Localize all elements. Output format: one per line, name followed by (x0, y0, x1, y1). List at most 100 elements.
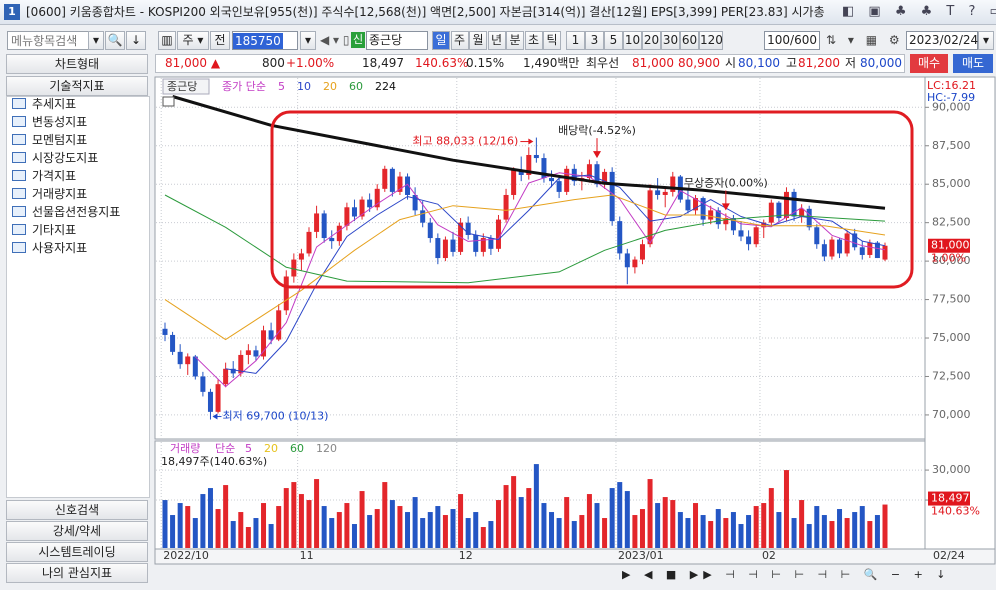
volume-bar (230, 521, 236, 548)
legend-label: 종가 단순 (222, 80, 266, 93)
title-icons[interactable]: ◧ ▣ ♣ ♣ T ? ▭ ▢ ✕ (842, 4, 996, 19)
minute-button[interactable]: 10 (623, 31, 642, 50)
volume-bar (579, 515, 585, 548)
candle-body (791, 191, 797, 217)
interval-button[interactable]: 월 (469, 31, 487, 50)
minute-button[interactable]: 5 (604, 31, 623, 50)
interval-button[interactable]: 일 (432, 31, 450, 50)
minute-button[interactable]: 20 (642, 31, 661, 50)
search-input[interactable]: 메뉴항목검색 (7, 31, 99, 50)
volume-bar (261, 503, 267, 548)
x-tick-label: 12 (459, 549, 473, 562)
table-icon (162, 96, 175, 107)
volume-bar (185, 506, 191, 548)
code-dropdown[interactable]: ▾ (300, 31, 316, 50)
volume-bar (223, 485, 229, 548)
date-dropdown[interactable]: ▾ (978, 31, 994, 50)
quote-price: 81,000 ▲ (165, 54, 220, 72)
indicator-folder[interactable]: 시장강도지표 (12, 149, 98, 167)
period-select[interactable]: 주 ▾ (177, 31, 209, 50)
prev-button[interactable]: 전 (210, 31, 230, 50)
high-annotation: 최고 88,033 (12/16) (412, 135, 518, 148)
volume-bar (382, 482, 388, 548)
volume-bar (662, 497, 668, 548)
candle-body (761, 222, 767, 228)
indicator-folder[interactable]: 변동성지표 (12, 113, 87, 131)
sound-icons[interactable]: ◀ ▾ ▯ (320, 33, 350, 47)
code-input[interactable]: 185750 (232, 31, 298, 50)
date-input[interactable]: 2023/02/24 (906, 31, 978, 50)
price: 81,000 (165, 56, 207, 70)
indicator-header[interactable]: 기술적지표 (6, 76, 148, 96)
last-price-box (928, 238, 970, 253)
candle-body (420, 210, 426, 223)
candle-body (533, 154, 539, 159)
candle-body (526, 154, 532, 175)
interval-button[interactable]: 주 (450, 31, 469, 50)
volume-bar (314, 479, 320, 548)
candle-body (238, 354, 244, 374)
minute-button[interactable]: 3 (585, 31, 604, 50)
candle-body (730, 218, 736, 231)
volume-legend-entry: 5 (245, 442, 252, 455)
interval-button[interactable]: 초 (524, 31, 543, 50)
minute-button[interactable]: 30 (661, 31, 680, 50)
time-axis-panel (154, 548, 996, 565)
sell-button[interactable]: 매도 (953, 54, 993, 73)
indicator-folder[interactable]: 추세지표 (12, 95, 76, 113)
minute-button[interactable]: 120 (699, 31, 723, 50)
volume-bar (374, 509, 380, 548)
chart-icon[interactable]: ▥ (158, 31, 176, 50)
candle-body (245, 350, 251, 355)
candle-body (200, 376, 206, 392)
candle-body (844, 233, 850, 254)
volume-bar (533, 464, 539, 548)
indicator-folder[interactable]: 거래량지표 (12, 185, 87, 203)
scroll-buttons[interactable]: ▶ ◀ ■ ▶▶ ⊣ ⊣ ⊢ ⊢ ⊣ ⊢ 🔍 − + ↓ (622, 568, 951, 581)
value-axis-panel (924, 76, 996, 550)
volume-bar (465, 518, 471, 548)
best-label: 최우선 (586, 56, 620, 70)
minute-button[interactable]: 60 (680, 31, 699, 50)
tool-icons[interactable]: ⇅ ▾ ▦ ⚙ (826, 33, 904, 47)
volume-bar (291, 482, 297, 548)
candle-body (215, 384, 221, 412)
volume-legend-entry: 60 (290, 442, 304, 455)
candle-body (617, 221, 623, 254)
volume-bar (480, 527, 486, 548)
x-end-label: 02/24 (933, 549, 965, 562)
interval-button[interactable]: 년 (487, 31, 506, 50)
indicator-folder[interactable]: 가격지표 (12, 167, 76, 185)
candle-body (882, 245, 888, 260)
interval-button[interactable]: 분 (506, 31, 524, 50)
chart-type-header[interactable]: 차트형태 (6, 54, 148, 74)
volume-bar (670, 500, 676, 548)
download-button[interactable]: ↓ (126, 31, 146, 50)
indicator-folder[interactable]: 기타지표 (12, 221, 76, 239)
volume-legend-label: 단순 (215, 442, 235, 455)
buy-button[interactable]: 매수 (910, 54, 948, 73)
side-button[interactable]: 신호검색 (6, 500, 148, 520)
side-button[interactable]: 나의 관심지표 (6, 563, 148, 583)
indicator-folder[interactable]: 사용자지표 (12, 239, 87, 257)
volume-bar (799, 500, 805, 548)
volume-bar (397, 506, 403, 548)
volume-bar (200, 494, 206, 548)
candle-body (859, 247, 865, 255)
indicator-folder[interactable]: 선물옵션전용지표 (12, 203, 120, 221)
candle-body (344, 207, 350, 226)
candle-body (185, 356, 191, 365)
side-button[interactable]: 강세/약세 (6, 521, 148, 541)
indicator-folder[interactable]: 모멘텀지표 (12, 131, 87, 149)
side-button[interactable]: 시스템트레이딩 (6, 542, 148, 562)
search-button[interactable]: 🔍 (105, 31, 125, 50)
interval-button[interactable]: 틱 (543, 31, 561, 50)
volume-bar (238, 512, 244, 548)
volume-bar (791, 518, 797, 548)
minute-button[interactable]: 1 (566, 31, 585, 50)
volume-bar (632, 515, 638, 548)
search-dropdown[interactable]: ▾ (88, 31, 104, 50)
candle-body (556, 181, 562, 192)
stock-name[interactable]: 종근당 (366, 31, 428, 50)
count-input[interactable]: 100/600 (764, 31, 820, 50)
